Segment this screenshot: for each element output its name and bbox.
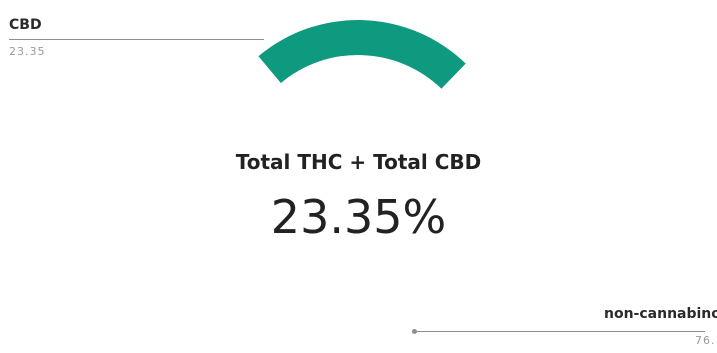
- donut-slice-non-cannabinoid: [202, 56, 513, 330]
- chart-center-value: 23.35%: [270, 190, 447, 244]
- non-cannabinoid-leader-line: [415, 331, 705, 332]
- non-cannabinoid-leader-dot: [412, 329, 417, 334]
- cbd-series-label: CBD: [9, 17, 42, 33]
- non-cannabinoid-series-label: non-cannabino: [604, 306, 717, 322]
- cbd-leader-line: [9, 39, 264, 40]
- donut-slice-cbd: [258, 19, 466, 89]
- chart-center-title: Total THC + Total CBD: [235, 150, 482, 174]
- non-cannabinoid-value-label: 76.: [695, 334, 716, 347]
- cbd-value-label: 23.35: [9, 45, 46, 58]
